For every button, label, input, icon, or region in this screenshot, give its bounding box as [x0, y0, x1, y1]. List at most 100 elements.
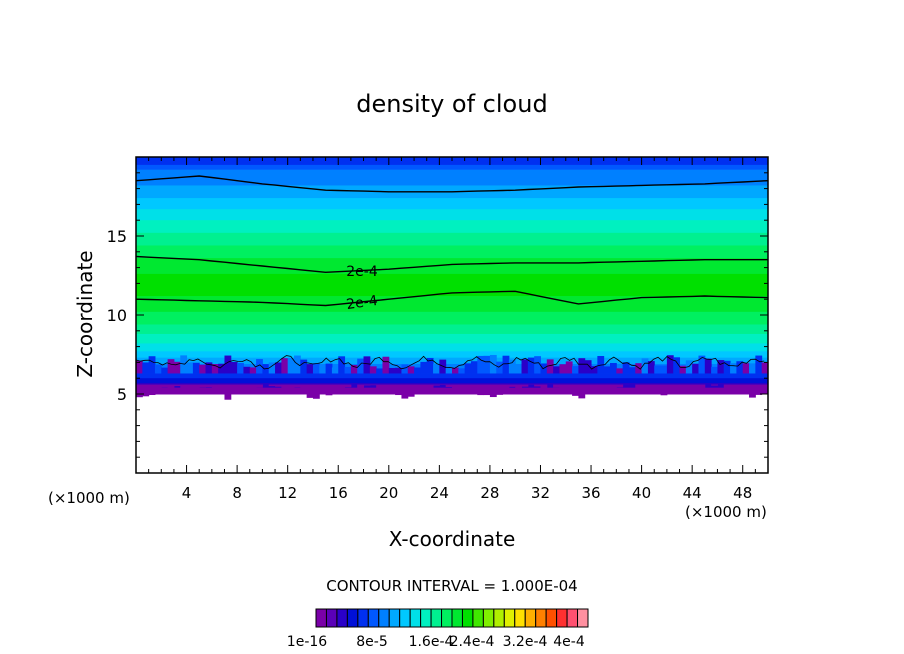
- fringe-column: [730, 384, 737, 392]
- fringe-column: [565, 361, 573, 374]
- fringe-column: [161, 384, 169, 388]
- fringe-column: [591, 366, 598, 374]
- fringe-column: [559, 384, 567, 391]
- fringe-column: [489, 384, 497, 398]
- colorbar-label: 2.4e-4: [450, 634, 495, 650]
- fringe-column: [142, 384, 150, 397]
- x-unit-right: (×1000 m): [685, 503, 767, 521]
- fringe-column: [736, 384, 744, 390]
- fringe-column: [369, 366, 377, 374]
- contour-line-base: [136, 355, 765, 370]
- fringe-column: [641, 384, 649, 392]
- density-band: [136, 378, 768, 384]
- contour-line-top: [136, 175, 768, 193]
- fringe-column: [224, 384, 232, 400]
- colorbar-swatch: [336, 608, 348, 628]
- fringe-column: [673, 357, 681, 374]
- fringe-column: [154, 364, 162, 374]
- contour-lines: [136, 175, 768, 370]
- x-tick-label: 12: [278, 484, 297, 502]
- colorbar-swatch: [451, 608, 463, 628]
- x-tick-label: 40: [632, 484, 651, 502]
- fringe-column: [559, 364, 567, 374]
- y-tick-label: 15: [107, 227, 127, 246]
- fringe-column: [603, 366, 611, 374]
- density-band: [136, 333, 768, 344]
- fringe-column: [167, 359, 175, 374]
- fringe-column: [698, 384, 706, 390]
- density-band: [136, 351, 768, 359]
- fringe-column: [527, 357, 535, 374]
- density-band: [136, 387, 768, 395]
- colorbar-labels: 1e-16 8e-5 1.6e-42.4e-4 3.2e-4 4e-4: [287, 634, 585, 650]
- x-tick-label: 8: [232, 484, 242, 502]
- density-band: [136, 296, 768, 313]
- fringe-column: [666, 355, 674, 374]
- fringe-column: [249, 367, 257, 374]
- colorbar-label: 1.6e-4: [409, 634, 454, 650]
- fringe-column: [388, 384, 396, 393]
- fringe-column: [154, 384, 162, 391]
- density-band: [136, 357, 768, 365]
- fringe-column: [641, 358, 649, 374]
- fringe-column: [186, 362, 194, 374]
- fringe-column: [470, 384, 478, 388]
- fringe-column: [148, 384, 156, 396]
- fringe-column: [243, 366, 251, 374]
- fringe-column: [553, 366, 560, 374]
- fringe-column: [761, 362, 768, 374]
- contour-interval-text: CONTOUR INTERVAL = 1.000E-04: [326, 577, 577, 595]
- colorbar-swatch: [346, 608, 359, 628]
- fringe-column: [136, 360, 143, 374]
- x-tick-label: 16: [329, 484, 348, 502]
- fringe-column: [218, 384, 225, 394]
- fringe-column: [306, 384, 314, 398]
- fringe-column: [616, 368, 624, 374]
- x-tick-label: 24: [430, 484, 449, 502]
- colorbar-label: 1e-16: [287, 634, 327, 650]
- fringe-column: [452, 367, 459, 374]
- fringe-column: [477, 384, 485, 396]
- fringe-column: [433, 363, 440, 374]
- contour-label-upper: 2e-4: [346, 264, 378, 280]
- fringe-column: [546, 359, 554, 374]
- fringe-column: [711, 366, 718, 374]
- colorbar-swatch: [461, 608, 474, 628]
- density-band: [136, 220, 768, 234]
- fringe-column: [483, 384, 491, 396]
- colorbar-swatch: [315, 608, 327, 628]
- fringe-column: [521, 359, 529, 374]
- fringe-column: [654, 365, 662, 374]
- fringe-column: [616, 384, 624, 388]
- fringe-column: [647, 384, 655, 394]
- colorbar-label: 4e-4: [553, 634, 585, 650]
- fringe-column: [338, 356, 346, 374]
- fringe-column: [312, 363, 320, 374]
- fringe-column: [521, 384, 529, 387]
- fringe-column: [534, 356, 541, 374]
- fringe-column: [256, 359, 263, 374]
- fringe-column: [268, 384, 276, 387]
- fringe-column: [173, 361, 181, 374]
- density-band: [136, 245, 768, 259]
- fringe-column: [268, 362, 276, 374]
- fringe-column: [458, 368, 466, 374]
- fringe-column: [433, 384, 440, 386]
- fringe-column: [692, 384, 699, 390]
- fringe-column: [761, 384, 768, 392]
- y-tick-label: 5: [117, 385, 127, 404]
- fringe-column: [344, 384, 352, 388]
- colorbar-swatch: [472, 608, 484, 628]
- fringe-column: [565, 384, 573, 390]
- fringe-column: [584, 384, 592, 392]
- x-tick-label: 4: [182, 484, 192, 502]
- fringe-column: [464, 384, 472, 390]
- fringe-column: [369, 384, 377, 386]
- fringe-column: [414, 367, 421, 374]
- density-band: [136, 273, 768, 297]
- fringe-column: [470, 361, 478, 374]
- contour-line-upper: [136, 255, 768, 274]
- fringe-column: [211, 364, 219, 374]
- fringe-column: [180, 384, 188, 389]
- fringe-column: [344, 366, 352, 374]
